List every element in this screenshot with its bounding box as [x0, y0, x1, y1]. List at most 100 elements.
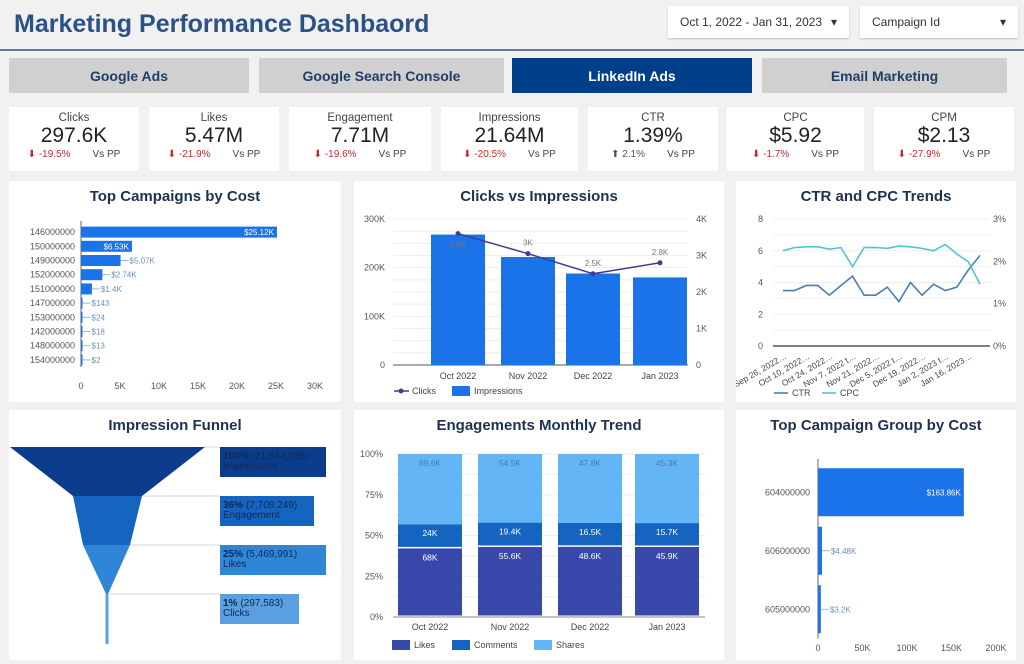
kpi-card-clicks: Clicks 297.6K ⬇ -19.5% Vs PP	[9, 107, 139, 171]
kpi-label: CPM	[931, 112, 957, 124]
date-range-value: Oct 1, 2022 - Jan 31, 2023	[680, 15, 823, 29]
arrow-up-icon: ⬆	[611, 149, 620, 160]
comments-segment	[398, 524, 462, 547]
kpi-delta: ⬇ -20.5%	[463, 149, 506, 160]
impressions-bar	[566, 273, 620, 365]
x-tick-label: 150K	[941, 643, 962, 653]
kpi-card-likes: Likes 5.47M ⬇ -21.9% Vs PP	[149, 107, 279, 171]
likes-segment	[398, 548, 462, 616]
category-label: 153000000	[30, 312, 75, 322]
data-label: $13	[92, 342, 106, 351]
impressions-bar	[633, 277, 687, 365]
funnel-count: (5,469,991)	[246, 549, 297, 560]
engagements-chart: 0% 25% 50% 75% 100% 68K 24K 69.6K Oct 2022 55.6K 1…	[360, 449, 705, 650]
kpi-value: 7.71M	[330, 124, 390, 147]
bar	[81, 255, 121, 266]
arrow-down-icon: ⬇	[751, 149, 761, 160]
tab-google-ads[interactable]: Google Ads	[9, 58, 249, 93]
x-tick-label: 20K	[229, 381, 245, 391]
impression-funnel-chart: 100% (21,644,038)Impressions 36% (7,708,249…	[10, 446, 326, 644]
chart-title: Top Campaign Group by Cost	[770, 417, 982, 434]
campaign-group-chart: 604000000 $163.86K 606000000 $4.48K 60500000…	[765, 459, 1007, 653]
kpi-delta: ⬆ 2.1%	[611, 149, 645, 160]
campaign-id-filter[interactable]: Campaign Id ▾	[860, 6, 1018, 38]
clicks-point	[525, 251, 531, 257]
data-label: $163.86K	[927, 488, 962, 497]
funnel-stage-name: Impressions	[223, 461, 277, 472]
funnel-label: 1% (297,583)	[223, 598, 283, 609]
date-range-picker[interactable]: Oct 1, 2022 - Jan 31, 2023 ▾	[668, 6, 849, 38]
y2-tick-label: 0	[696, 360, 701, 370]
data-label: $143	[92, 299, 110, 308]
y-tick-label: 25%	[365, 571, 383, 581]
data-label: 55.6K	[499, 551, 522, 561]
funnel-segment	[83, 545, 130, 594]
kpi-label: CPC	[783, 112, 808, 124]
y-tick-label: 50%	[365, 531, 383, 541]
kpi-value: 297.6K	[40, 124, 108, 147]
bar	[81, 326, 83, 337]
cpc-line	[782, 243, 981, 285]
funnel-stage-name: Likes	[223, 559, 246, 570]
kpi-card-cpc: CPC $5.92 ⬇ -1.7% Vs PP	[727, 107, 864, 171]
chart-title: Clicks vs Impressions	[460, 188, 618, 205]
funnel-pct: 25%	[223, 549, 243, 560]
data-label: $4.48K	[831, 547, 857, 556]
tab-linkedin-ads[interactable]: LinkedIn Ads	[512, 58, 752, 93]
legend-clicks-label: Clicks	[412, 386, 436, 396]
legend-clicks-marker	[398, 388, 404, 394]
funnel-label: 36% (7,708,249)	[223, 500, 297, 511]
kpi-comparison: Vs PP	[667, 149, 695, 160]
kpi-card-ctr: CTR 1.39% ⬆ 2.1% Vs PP	[588, 107, 718, 171]
clicks-line	[457, 232, 661, 275]
x-tick-label: 30K	[307, 381, 323, 391]
y-tick-label: 8	[758, 214, 763, 224]
data-label: 3K	[523, 239, 533, 248]
campaign-filter-value: Campaign Id	[872, 15, 941, 29]
kpi-value: $2.13	[917, 124, 971, 147]
kpi-delta-value: -20.5%	[474, 149, 507, 160]
tab-google-search-console[interactable]: Google Search Console	[259, 58, 504, 93]
legend-shares-label: Shares	[556, 640, 585, 650]
y2-tick-label: 0%	[993, 341, 1006, 351]
funnel-label-box	[220, 447, 326, 477]
tab-email-marketing[interactable]: Email Marketing	[762, 58, 1007, 93]
kpi-comparison: Vs PP	[811, 149, 840, 160]
x-tick-label: Jan 2023	[648, 622, 685, 632]
clicks-point	[590, 271, 596, 277]
kpi-delta-value: -21.9%	[178, 149, 211, 160]
bar	[81, 340, 83, 352]
category-label: 148000000	[30, 341, 75, 351]
funnel-count: (297,583)	[240, 598, 283, 609]
y-tick-label: 75%	[365, 490, 383, 500]
funnel-label-box	[220, 594, 299, 624]
legend-comments-swatch	[452, 640, 470, 650]
data-label: 47.8K	[579, 458, 602, 468]
bar	[818, 585, 821, 634]
bar	[81, 354, 83, 366]
funnel-count: (21,644,038)	[252, 451, 309, 462]
legend-comments-label: Comments	[474, 640, 518, 650]
x-tick-label: Dec 2022	[571, 622, 610, 632]
x-tick-label: 10K	[151, 381, 167, 391]
data-label: 19.4K	[499, 527, 522, 537]
y2-tick-label: 2%	[993, 256, 1006, 266]
y-tick-label: 0%	[370, 612, 383, 622]
y-tick-label: 200K	[364, 263, 385, 273]
funnel-stage-name: Clicks	[223, 608, 250, 619]
data-label: 3.6K	[450, 241, 467, 250]
category-label: 605000000	[765, 604, 810, 614]
impressions-bar	[501, 256, 555, 365]
y-tick-label: 2	[758, 309, 763, 319]
legend-cpc-label: CPC	[840, 388, 860, 398]
arrow-down-icon: ⬇	[167, 149, 177, 160]
kpi-comparison: Vs PP	[378, 149, 407, 160]
data-label: 68K	[422, 552, 437, 562]
funnel-stage-name: Engagement	[223, 510, 280, 521]
x-tick-label: Jan 2023	[641, 371, 678, 381]
category-label: 146000000	[30, 227, 75, 237]
category-label: 150000000	[30, 241, 75, 251]
y2-tick-label: 1K	[696, 324, 707, 334]
y2-tick-label: 3K	[696, 251, 707, 261]
y-tick-label: 0	[758, 341, 763, 351]
